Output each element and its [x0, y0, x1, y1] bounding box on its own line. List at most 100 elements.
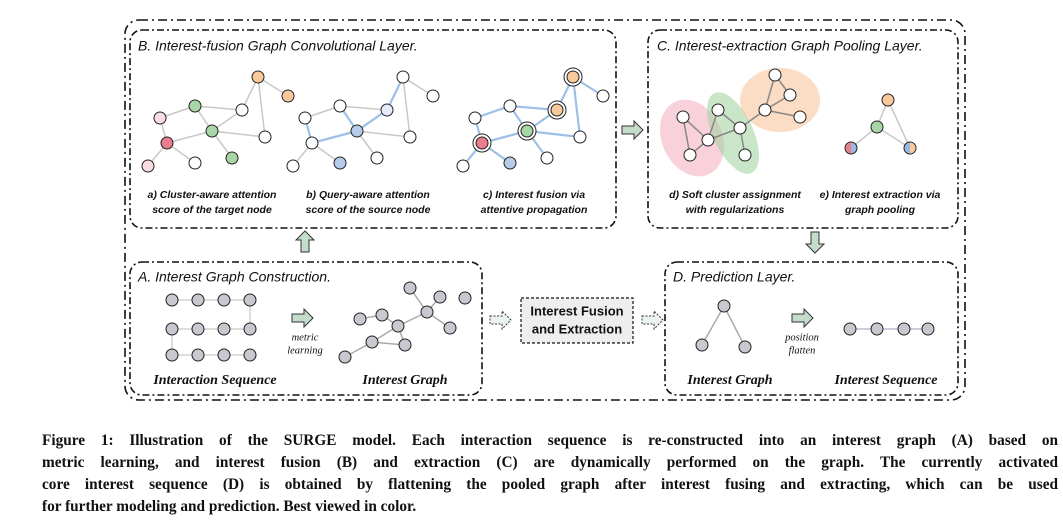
graph-node: [426, 89, 440, 103]
graph-node: [365, 335, 379, 349]
panel-a-frame: [129, 261, 483, 396]
graph-node: [188, 156, 202, 170]
graph-node: [717, 299, 731, 313]
caption-line: metric learning, and interest fusion (B)…: [42, 454, 1058, 471]
graph-node: [380, 103, 394, 117]
graph-node: [550, 103, 564, 117]
graph-node: [433, 290, 447, 304]
graph-node: [443, 321, 457, 335]
graph-node: [783, 88, 797, 102]
graph-node: [165, 322, 179, 336]
graph-node: [881, 93, 895, 107]
graph-node: [738, 340, 752, 354]
graph-label: Interaction Sequence: [152, 373, 276, 388]
graph-node: [338, 350, 352, 364]
sub-caption: graph pooling: [844, 204, 916, 216]
caption-line: Figure 1: Illustration of the SURGE mode…: [42, 432, 1058, 449]
frames: [124, 19, 966, 401]
graph-node: [683, 148, 697, 162]
graph-label: Interest Graph: [361, 373, 447, 388]
graph-node: [711, 103, 725, 117]
flow-arrow: [489, 309, 512, 331]
graph-node: [153, 111, 167, 125]
graph-node: [398, 338, 412, 352]
graph-node: [596, 89, 610, 103]
graph-node: [258, 130, 272, 144]
graph-node: [396, 70, 410, 84]
graph-edge: [311, 129, 358, 145]
graph-node: [235, 103, 249, 117]
panel-c-frame: [647, 29, 959, 229]
graph-label: Interest Sequence: [833, 373, 937, 388]
sub-caption: with regularizations: [686, 204, 785, 216]
graph-node: [217, 348, 231, 362]
graph-node: [701, 133, 715, 147]
arrow-label: metric: [292, 332, 319, 343]
graph-node: [350, 124, 364, 138]
graph-node: [793, 110, 807, 124]
graph-node: [191, 322, 205, 336]
graph-node: [420, 305, 434, 319]
graph-node: [870, 120, 884, 134]
flow-arrow: [641, 309, 664, 331]
sub-caption: score of the target node: [152, 204, 272, 216]
sub-caption: a) Cluster-aware attention: [148, 189, 277, 201]
panel-title: C. Interest-extraction Graph Pooling Lay…: [657, 38, 923, 54]
sub-caption: attentive propagation: [481, 204, 588, 216]
outer-frame: [124, 19, 966, 401]
graphs: [141, 67, 935, 364]
graph-edge: [339, 105, 388, 111]
arrow-label: position: [784, 332, 819, 343]
flow-arrow: [804, 231, 826, 254]
graph-node: [191, 293, 205, 307]
graph-node: [191, 348, 205, 362]
graph-label: Interest Graph: [686, 373, 772, 388]
flow-arrow: [291, 307, 314, 329]
graph-node: [573, 130, 587, 144]
sub-caption: c) Interest fusion via: [483, 189, 585, 201]
graph-node: [540, 151, 554, 165]
flow-arrow: [621, 119, 644, 141]
sub-caption: b) Query-aware attention: [306, 189, 430, 201]
graph-edge: [571, 76, 582, 138]
graph-node: [217, 322, 231, 336]
graph-node: [503, 156, 517, 170]
graph-node: [333, 156, 347, 170]
graph-node: [503, 99, 517, 113]
box-label: Interest Fusion: [530, 303, 623, 318]
panel-b-frame: [129, 29, 617, 229]
graph-edge: [257, 76, 266, 138]
graph-node: [468, 111, 482, 125]
graph-node: [676, 110, 690, 124]
sub-caption: score of the source node: [306, 204, 431, 216]
graph-node: [165, 348, 179, 362]
graph-node: [695, 338, 709, 352]
graph-node: [333, 99, 347, 113]
graph-edge: [887, 99, 911, 149]
graph-node: [456, 159, 470, 173]
panel-title: D. Prediction Layer.: [673, 269, 795, 285]
sub-caption: d) Soft cluster assignment: [669, 189, 801, 201]
graph-node: [375, 308, 389, 322]
panel-title: B. Interest-fusion Graph Convolutional L…: [138, 38, 418, 54]
graph-node: [141, 159, 155, 173]
graph-edge: [701, 305, 725, 346]
arrow-label: learning: [287, 345, 323, 356]
graph-node: [897, 322, 911, 336]
graph-node: [921, 322, 935, 336]
graph-node: [738, 148, 752, 162]
graph-node: [225, 151, 239, 165]
graph-node: [403, 281, 417, 295]
graph-node: [188, 99, 202, 113]
flow-arrow: [791, 307, 814, 329]
box-label: and Extraction: [532, 321, 622, 336]
graph-node: [165, 293, 179, 307]
graph-node: [870, 322, 884, 336]
graph-edge: [211, 130, 266, 138]
graph-edge: [723, 305, 746, 348]
graph-edge: [166, 130, 213, 144]
figure: B. Interest-fusion Graph Convolutional L…: [124, 19, 966, 401]
graph-edge: [356, 130, 411, 138]
graph-node: [160, 136, 174, 150]
